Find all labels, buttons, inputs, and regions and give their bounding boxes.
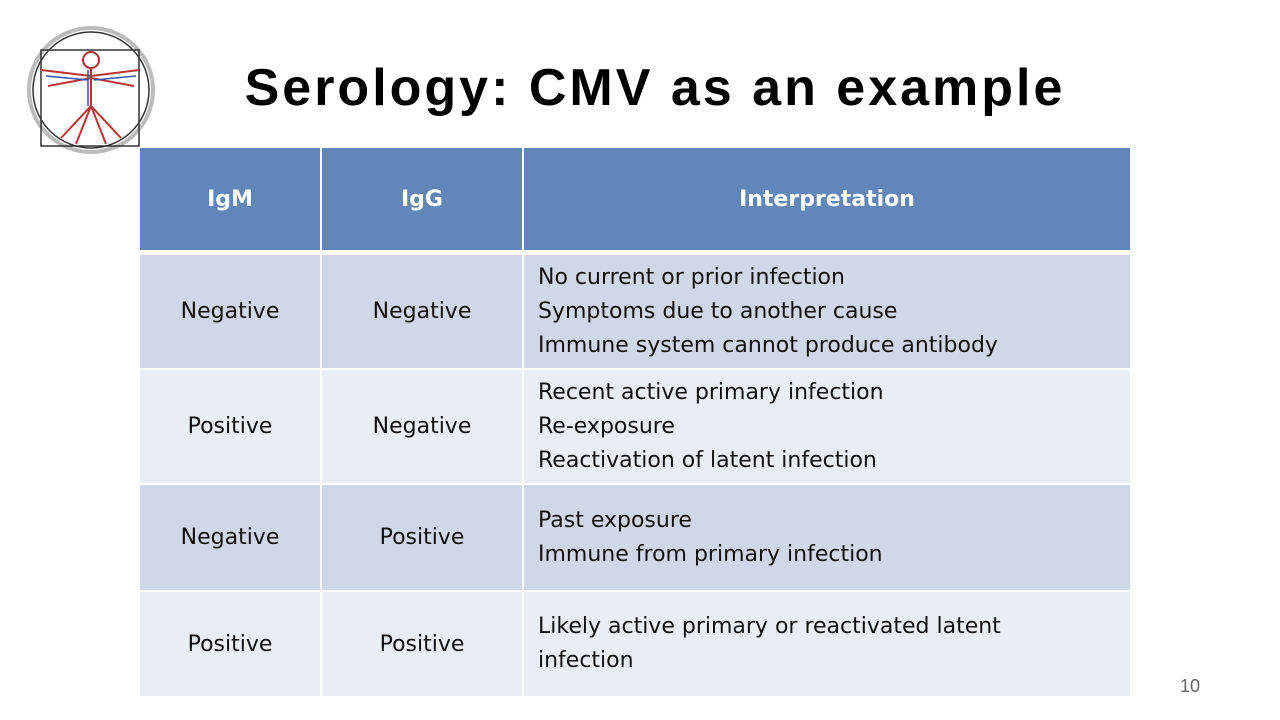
interpretation-lines: Past exposure Immune from primary infecti… [538, 504, 883, 572]
interpretation-cell: Recent active primary infection Re-exposu… [524, 370, 1130, 483]
result-cell: Positive [140, 592, 320, 696]
interpretation-line: Past exposure [538, 507, 692, 533]
result-cell: Negative [322, 255, 522, 368]
interpretation-line: Re-exposure [538, 413, 675, 439]
table: IgM IgG Interpretation Negative Negative No c… [140, 148, 1130, 696]
result-cell: Positive [322, 592, 522, 696]
result-cell: Negative [322, 370, 522, 483]
interpretation-line: Likely active primary or reactivated lat… [538, 614, 1001, 673]
interpretation-line: Immune from primary infection [538, 541, 883, 567]
slide-title: Serology: CMV as an example [244, 59, 1066, 117]
interpretation-cell: No current or prior infection Symptoms du… [524, 255, 1130, 368]
interpretation-line: Recent active primary infection [538, 379, 884, 405]
page-number: 10 [1180, 676, 1201, 696]
header-cell: IgM [140, 148, 320, 250]
interpretation-lines: Recent active primary infection Re-exposu… [538, 376, 884, 478]
result-cell: Negative [140, 485, 320, 590]
interpretation-lines: Likely active primary or reactivated lat… [538, 610, 1040, 678]
header-cell: Interpretation [524, 148, 1130, 250]
result-cell: Negative [140, 255, 320, 368]
interpretation-lines: No current or prior infection Symptoms du… [538, 261, 998, 363]
interpretation-line: No current or prior infection [538, 264, 845, 290]
logo [27, 26, 155, 154]
interpretation-line: Symptoms due to another cause [538, 298, 898, 324]
interpretation-line: Reactivation of latent infection [538, 447, 877, 473]
interpretation-cell: Likely active primary or reactivated lat… [524, 592, 1130, 696]
interpretation-line: Immune system cannot produce antibody [538, 332, 998, 358]
result-cell: Positive [140, 370, 320, 483]
result-cell: Positive [322, 485, 522, 590]
header-cell: IgG [322, 148, 522, 250]
interpretation-cell: Past exposure Immune from primary infecti… [524, 485, 1130, 590]
